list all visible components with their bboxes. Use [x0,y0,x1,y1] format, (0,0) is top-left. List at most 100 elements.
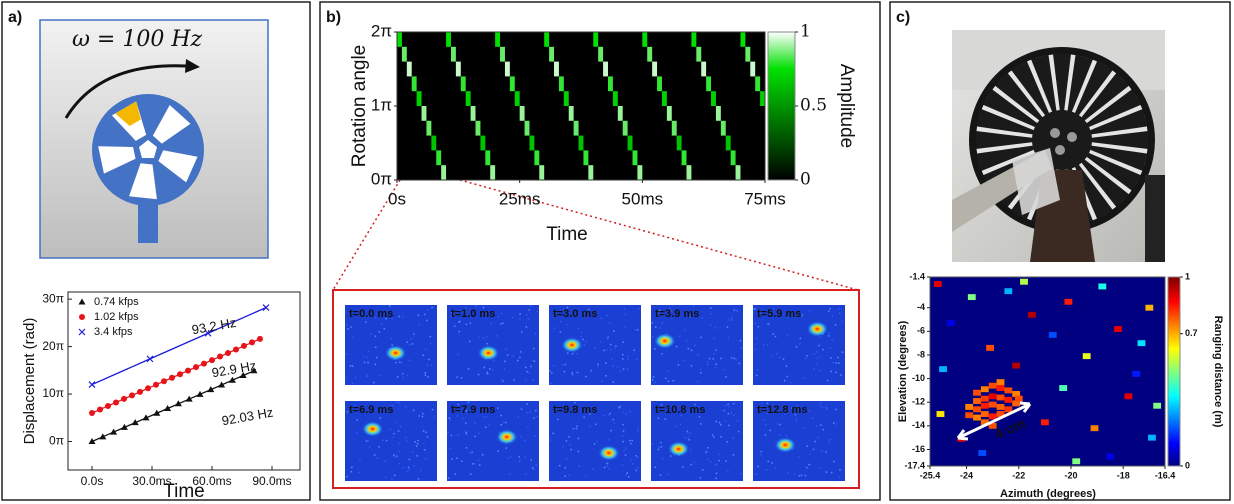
noise [775,467,777,469]
noise [585,376,587,378]
y-tick-label: 0π [371,169,392,188]
noise [622,465,624,467]
noise [424,314,426,316]
noise [626,413,628,415]
noise [393,454,395,456]
heat-cell [997,385,1005,391]
noise [837,357,839,359]
noise [728,406,730,408]
legend-label: 3.4 kfps [94,326,133,338]
noise [813,368,815,370]
noise [810,464,812,466]
noise [719,454,721,456]
noise [384,328,386,330]
noise [581,332,583,334]
noise [448,477,450,479]
noise [712,434,714,436]
noise [458,354,460,356]
noise [497,316,499,318]
noise [469,452,471,454]
noise [470,473,472,475]
beam-spot [496,429,518,445]
noise [733,415,735,417]
noise [449,419,451,421]
noise [573,428,575,430]
noise [710,461,712,463]
noise [828,335,830,337]
noise [423,355,425,357]
heat-cell [1114,326,1122,332]
noise [425,374,427,376]
noise [577,353,579,355]
noise [619,371,621,373]
heat-cell [397,32,402,47]
heat-cell [436,150,441,165]
noise [826,471,828,473]
heat-cell [672,121,677,136]
noise [756,375,758,377]
heat-cell [973,398,981,404]
heat-cell [989,393,997,399]
heat-cell [1041,419,1049,425]
frame-label: t=3.0 ms [553,308,597,320]
noise [402,373,404,375]
colorbar [1168,277,1180,466]
noise [504,360,506,362]
x-tick-label: 25ms [499,189,541,208]
noise [474,436,476,438]
noise [478,374,480,376]
noise [580,336,582,338]
frame-label: t=12.8 ms [757,404,807,416]
heat-cell [1091,425,1099,431]
noise [459,331,461,333]
noise [600,341,602,343]
noise [478,337,480,339]
noise [754,308,756,310]
noise [497,450,499,452]
noise [456,376,458,378]
noise [779,357,781,359]
noise [565,364,567,366]
noise [739,363,741,365]
noise [603,415,605,417]
heat-cell [529,136,534,151]
noise [799,475,801,477]
noise [359,459,361,461]
heat-cell [466,91,471,106]
noise [425,458,427,460]
heat-cell [495,32,500,47]
noise [651,444,653,446]
noise [687,432,689,434]
noise [519,461,521,463]
noise [614,348,616,350]
noise [765,434,767,436]
colorbar-label: Ranging distance (m) [1212,316,1224,428]
y-tick-label: -6 [917,326,925,336]
noise [820,356,822,358]
noise [395,362,397,364]
y-tick-label: 0π [49,434,64,448]
noise [462,417,464,419]
noise [796,418,798,420]
noise [707,364,709,366]
noise [816,425,818,427]
noise [761,451,763,453]
noise [536,416,538,418]
noise [585,476,587,478]
noise [697,381,699,383]
noise [740,340,742,342]
data-point [217,354,223,360]
noise [465,422,467,424]
noise [532,360,534,362]
noise [667,474,669,476]
noise [374,454,376,456]
noise [662,322,664,324]
x-axis-label: Time [163,481,205,502]
data-point [257,336,263,342]
frame-label: t=3.9 ms [655,308,699,320]
frames: t=0.0 mst=1.0 mst=3.0 mst=3.9 mst=5.9 ms… [345,305,845,481]
noise [373,382,375,384]
y-tick-label: 10π [42,386,64,400]
noise [591,370,593,372]
heat-cell [642,32,647,47]
